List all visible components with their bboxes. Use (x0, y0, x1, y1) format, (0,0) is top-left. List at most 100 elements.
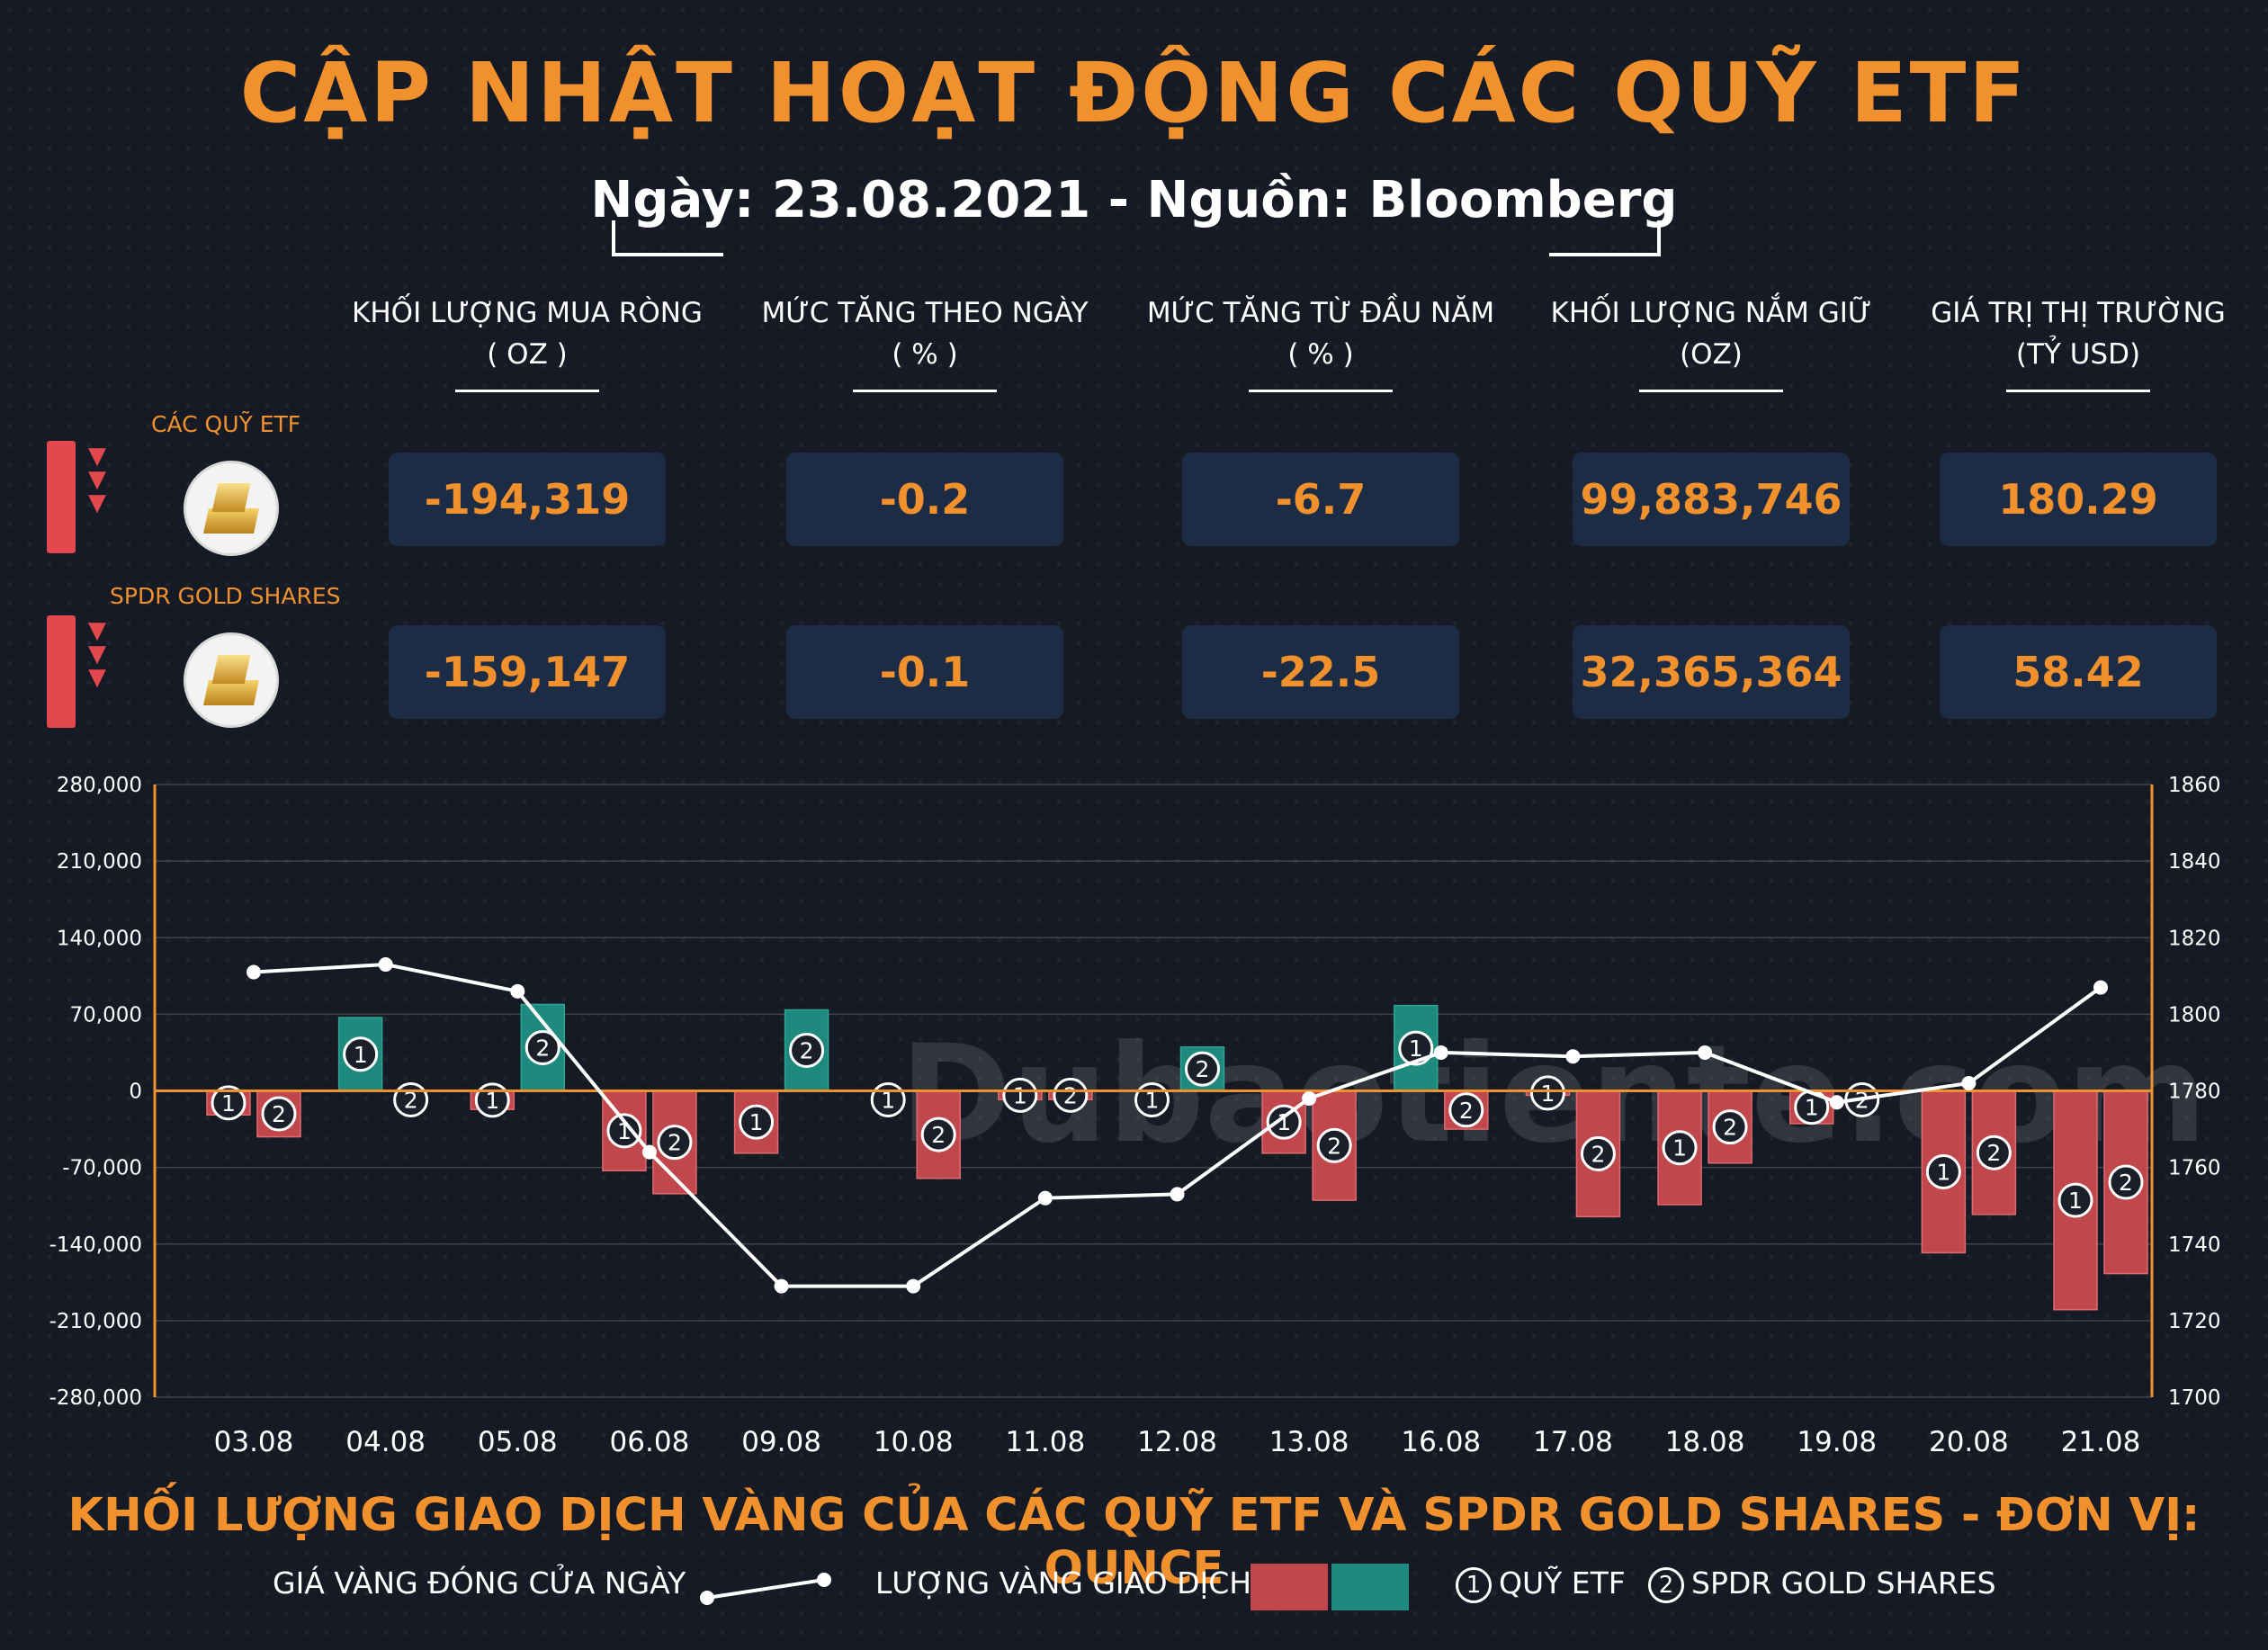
legend-bars-label: LƯỢNG VÀNG GIAO DỊCH (875, 1565, 1252, 1601)
x-tick-label: 20.08 (1929, 1426, 2009, 1458)
y-tick-label: 280,000 (57, 774, 142, 797)
bracket-right (1549, 220, 1661, 256)
legend-line-icon (700, 1573, 831, 1605)
series-marker-icon (261, 1096, 297, 1132)
price-point (247, 964, 261, 980)
series-marker-icon (343, 1036, 379, 1072)
series-marker-icon (789, 1033, 825, 1069)
column-header-net-volume: KHỐI LƯỢNG MUA RÒNG( OZ ) (329, 292, 725, 392)
x-tick-label: 13.08 (1269, 1426, 1349, 1458)
price-point (641, 1144, 657, 1160)
x-tick-label: 09.08 (741, 1426, 821, 1458)
chart-title: KHỐI LƯỢNG GIAO DỊCH VÀNG CỦA CÁC QUỸ ET… (67, 1489, 2201, 1595)
y-tick-label: 0 (129, 1081, 142, 1104)
y2-tick-label: 1840 (2168, 850, 2221, 874)
series-marker-label: 2 (800, 1038, 814, 1064)
series-marker-icon (2057, 1182, 2093, 1218)
series-marker-label: 1 (2068, 1188, 2083, 1214)
row-label-etf: CÁC QUỸ ETF (151, 411, 301, 437)
decrease-indicator-bar (47, 441, 76, 553)
y-tick-label: -210,000 (49, 1310, 142, 1333)
y2-tick-label: 1720 (2168, 1310, 2221, 1333)
y2-tick-label: 1860 (2168, 774, 2221, 797)
series-marker-icon (1002, 1077, 1038, 1113)
series-marker-icon (1053, 1077, 1089, 1113)
x-tick-label: 19.08 (1797, 1426, 1877, 1458)
series-marker-label: 1 (1805, 1095, 1819, 1121)
price-point (774, 1278, 789, 1294)
x-tick-label: 10.08 (874, 1426, 954, 1458)
price-point (1565, 1049, 1581, 1064)
series-marker-icon (657, 1125, 693, 1161)
legend-negative-swatch (1251, 1564, 1328, 1610)
series-marker-label: 2 (1591, 1141, 1605, 1167)
spdr-net-volume: -159,147 (389, 625, 666, 719)
x-tick-label: 05.08 (478, 1426, 558, 1458)
y-tick-label: -140,000 (49, 1233, 142, 1257)
bracket-left (612, 220, 723, 256)
series-marker-icon (1662, 1130, 1698, 1166)
spdr-daily-change: -0.1 (786, 625, 1063, 719)
x-tick-label: 03.08 (214, 1426, 294, 1458)
series-marker-label: 2 (535, 1035, 550, 1061)
series-marker-label: 2 (1986, 1140, 2001, 1166)
y2-tick-label: 1700 (2168, 1386, 2221, 1410)
spdr-holdings: 32,365,364 (1573, 625, 1850, 719)
page-title: CẬP NHẬT HOẠT ĐỘNG CÁC QUỸ ETF (239, 45, 2029, 141)
series-marker-icon (920, 1116, 956, 1152)
series-marker-label: 1 (1013, 1082, 1027, 1108)
legend-positive-swatch (1331, 1564, 1409, 1610)
series-marker-label: 1 (354, 1042, 368, 1068)
column-header-ytd-change: MỨC TĂNG TỪ ĐẦU NĂM( % ) (1123, 292, 1519, 392)
price-point (1829, 1095, 1844, 1110)
series-marker-label: 1 (1409, 1036, 1423, 1062)
price-point (1170, 1187, 1185, 1202)
series-marker-label: 1 (221, 1090, 236, 1116)
price-point (378, 957, 393, 973)
x-tick-label: 21.08 (2061, 1426, 2141, 1458)
down-triangle-icon: ▼ ▼ ▼ (88, 443, 106, 516)
series-marker-icon (1266, 1104, 1302, 1140)
series-marker-label: 1 (1145, 1088, 1160, 1114)
legend-series-etf: 1 QUỸ ETF (1456, 1565, 1626, 1603)
etf-holdings: 99,883,746 (1573, 453, 1850, 546)
y-tick-label: 140,000 (57, 927, 142, 950)
legend-series-spdr: 2 SPDR GOLD SHARES (1648, 1565, 1996, 1603)
series-marker-icon (211, 1085, 247, 1121)
series-marker-label: 1 (749, 1109, 764, 1135)
column-header-holdings: KHỐI LƯỢNG NẮM GIỮ (OZ) (1513, 292, 1909, 392)
gold-bar-icon (184, 632, 279, 728)
series-marker-icon (1185, 1051, 1220, 1087)
etf-net-volume: -194,319 (389, 453, 666, 546)
y2-tick-label: 1800 (2168, 1003, 2221, 1027)
series-marker-label: 2 (1063, 1082, 1078, 1108)
column-header-market-value: GIÁ TRỊ THỊ TRƯỜNG (TỶ USD) (1880, 292, 2268, 392)
price-point (1302, 1091, 1317, 1107)
down-triangle-icon: ▼ ▼ ▼ (88, 617, 106, 691)
series-marker-label: 2 (1459, 1098, 1474, 1124)
decrease-indicator-bar (47, 615, 76, 728)
series-marker-icon (2108, 1164, 2144, 1200)
series-marker-icon (1448, 1092, 1484, 1128)
marker-2-icon: 2 (1648, 1566, 1684, 1603)
row-label-spdr: SPDR GOLD SHARES (110, 583, 341, 609)
etf-ytd-change: -6.7 (1182, 453, 1459, 546)
column-header-daily-change: MỨC TĂNG THEO NGÀY( % ) (727, 292, 1123, 392)
series-marker-label: 1 (1936, 1159, 1950, 1185)
price-point (2093, 980, 2108, 995)
price-point (1037, 1190, 1053, 1206)
y-tick-label: -70,000 (62, 1157, 142, 1180)
series-marker-icon (1976, 1134, 2012, 1170)
series-marker-icon (524, 1029, 560, 1065)
series-marker-label: 2 (1327, 1133, 1341, 1159)
series-marker-label: 2 (1196, 1056, 1210, 1082)
y2-tick-label: 1780 (2168, 1081, 2221, 1104)
series-marker-label: 1 (881, 1088, 895, 1114)
x-tick-label: 06.08 (610, 1426, 690, 1458)
series-marker-icon (1580, 1135, 1616, 1171)
price-point (1698, 1045, 1713, 1060)
series-marker-label: 2 (1723, 1115, 1737, 1141)
series-marker-icon (1712, 1109, 1748, 1145)
series-marker-label: 2 (272, 1101, 286, 1127)
series-marker-label: 2 (668, 1130, 682, 1156)
